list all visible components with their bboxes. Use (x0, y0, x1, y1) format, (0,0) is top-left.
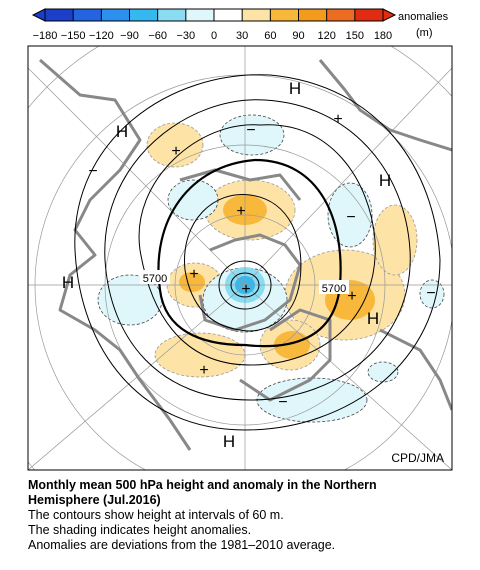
colorbar-tick-label: 150 (346, 30, 364, 42)
map-label: H (223, 432, 235, 451)
colorbar-tick-label: 180 (374, 30, 392, 42)
colorbar-segment (242, 9, 271, 21)
colorbar-tick-label: 0 (211, 30, 217, 42)
colorbar-segment (157, 9, 187, 21)
map-label: + (236, 203, 245, 220)
caption-title: Monthly mean 500 hPa height and anomaly … (28, 478, 377, 508)
colorbar-unit: (m) (416, 27, 433, 39)
map-label: H (289, 79, 301, 98)
map-label: 5700 (322, 283, 346, 295)
map-label: + (171, 143, 180, 160)
colorbar-segment (129, 9, 158, 21)
contour-label-box (140, 270, 170, 284)
caption-title-line: Hemisphere (Jul.2016) (28, 493, 161, 507)
map-label: + (333, 111, 342, 128)
colorbar-segment (101, 9, 130, 21)
map-label: 5700 (143, 273, 167, 285)
map-label: − (278, 394, 287, 411)
map-label: H (367, 309, 379, 328)
colorbar-tick-label: 90 (292, 30, 304, 42)
map-label: H (116, 122, 128, 141)
colorbar-title: anomalies (398, 11, 449, 23)
contour-label-box (319, 280, 349, 294)
caption: Monthly mean 500 hPa height and anomaly … (28, 478, 377, 553)
caption-title-line: Monthly mean 500 hPa height and anomaly … (28, 478, 377, 492)
colorbar-segment (214, 9, 243, 21)
map-frame (27, 45, 453, 471)
colorbar-tick-label: 120 (317, 30, 335, 42)
credit: CPD/JMA (391, 451, 444, 465)
map: H H H H H H + + + + + + + − − − − − 5700 5700 (28, 46, 452, 470)
colorbar: −180 −150 −120 −90 −60 −30 0 30 60 90 120 150 180 (31, 8, 397, 42)
figure: −180 −150 −120 −90 −60 −30 0 30 60 90 120 150 180 an… (27, 8, 453, 471)
map-label: + (199, 362, 208, 379)
caption-line: Anomalies are deviations from the 1981–2… (28, 538, 336, 552)
map-label: + (189, 266, 198, 283)
map-label: − (346, 209, 355, 226)
colorbar-tick-label: −150 (61, 30, 86, 42)
colorbar-tick-label: 60 (264, 30, 276, 42)
caption-line: The contours show height at intervals of… (28, 508, 284, 522)
map-label: H (62, 273, 74, 292)
colorbar-tick-label: −120 (89, 30, 114, 42)
colorbar-tick-label: −90 (120, 30, 139, 42)
colorbar-arrow (382, 8, 397, 22)
colorbar-segment (45, 9, 74, 21)
map-label: + (347, 288, 356, 305)
map-label: − (246, 122, 255, 139)
map-label: + (241, 281, 250, 298)
colorbar-segment (326, 9, 356, 21)
colorbar-segment (185, 9, 215, 21)
colorbar-tick-label: −180 (33, 30, 58, 42)
colorbar-segment (354, 9, 384, 21)
map-label: − (426, 285, 435, 302)
colorbar-tick-label: −60 (148, 30, 167, 42)
colorbar-tick-label: −30 (176, 30, 195, 42)
map-labels: H H H H H H + + + + + + + − − − − − 5700 5700 (62, 79, 436, 451)
map-label: − (88, 163, 97, 180)
colorbar-arrow (31, 8, 46, 22)
colorbar-tick-label: 30 (236, 30, 248, 42)
colorbar-segment (270, 9, 299, 21)
caption-line: The shading indicates height anomalies. (28, 523, 252, 537)
map-label: H (379, 171, 391, 190)
colorbar-segment (298, 9, 327, 21)
colorbar-segment (73, 9, 102, 21)
